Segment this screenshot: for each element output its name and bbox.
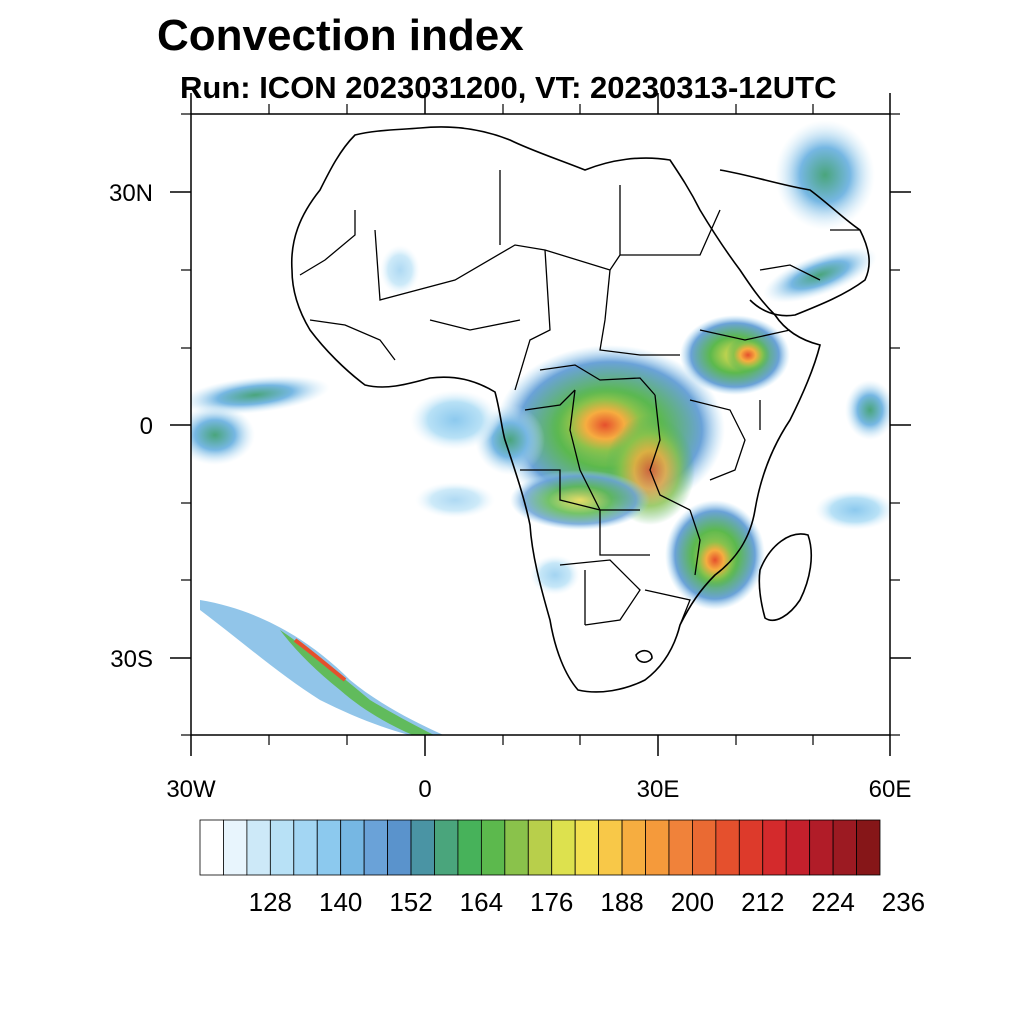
- colorbar-swatch: [410, 819, 435, 876]
- colorbar-swatch: [832, 819, 857, 876]
- chart-subtitle: Run: ICON 2023031200, VT: 20230313-12UTC: [180, 70, 837, 105]
- field-ethiopia-core: [726, 337, 770, 373]
- border-12: [689, 399, 746, 481]
- colorbar-swatch: [738, 819, 764, 876]
- lon-label-0: 0: [418, 776, 431, 803]
- colorbar-swatch: [785, 819, 811, 876]
- country-borders: [299, 170, 860, 626]
- field-namibia-patch: [530, 555, 580, 595]
- border-7: [539, 364, 656, 396]
- border-5: [599, 269, 680, 356]
- coastlines: [290, 126, 870, 693]
- border-20: [309, 319, 396, 361]
- field-gulf-guinea: [410, 390, 500, 450]
- colorbar-swatch: [715, 819, 740, 876]
- colorbar-label: 128: [249, 887, 292, 917]
- border-15: [559, 559, 641, 626]
- colorbar-label: 176: [530, 887, 573, 917]
- field-mozambique-core: [690, 532, 740, 588]
- colorbar-swatch: [316, 819, 342, 876]
- border-8: [524, 389, 576, 411]
- colorbar-swatch: [480, 819, 506, 876]
- colorbar-swatch: [434, 819, 459, 876]
- africa-coastline: [290, 126, 821, 693]
- border-13: [699, 329, 791, 341]
- madagascar-coastline: [758, 533, 813, 622]
- colorbar: 128 140 152 164 176 188 200 212 224 236: [199, 819, 925, 917]
- field-south-atlantic-hot: [293, 638, 347, 682]
- border-10: [520, 469, 650, 556]
- field-sahara-patch: [380, 245, 420, 295]
- colorbar-label: 224: [811, 887, 854, 917]
- lat-ticks: [170, 191, 911, 659]
- colorbar-swatch: [504, 819, 529, 876]
- lat-label-0: 0: [140, 413, 153, 440]
- colorbar-label: 152: [389, 887, 432, 917]
- border-4: [514, 249, 551, 391]
- colorbar-swatch: [551, 819, 576, 876]
- lon-label-60e: 60E: [869, 776, 912, 803]
- colorbar-swatch: [574, 819, 600, 876]
- colorbar-swatch: [246, 819, 271, 876]
- colorbar-label: 200: [671, 887, 714, 917]
- colorbar-swatch: [621, 819, 646, 876]
- colorbar-swatch: [762, 819, 787, 876]
- colorbar-swatch: [457, 819, 482, 876]
- field-angola: [510, 470, 650, 530]
- lat-label-30n: 30N: [109, 180, 153, 207]
- colorbar-label: 164: [460, 887, 503, 917]
- border-2: [374, 185, 621, 301]
- colorbar-swatch: [387, 819, 412, 876]
- colorbar-swatch: [809, 819, 834, 876]
- field-atlantic-band: [191, 375, 330, 415]
- chart-title: Convection index: [157, 11, 524, 60]
- field-madagascar-east: [815, 490, 890, 530]
- colorbar-swatch: [527, 819, 553, 876]
- colorbar-label: 188: [600, 887, 643, 917]
- colorbar-swatch: [223, 819, 248, 876]
- border-1: [299, 210, 356, 276]
- border-19: [429, 319, 521, 331]
- lon-ticks: [190, 93, 891, 756]
- border-22: [759, 264, 821, 281]
- colorbar-swatch: [269, 819, 295, 876]
- lat-minor-ticks: [181, 113, 900, 736]
- field-ocean-patch: [415, 482, 495, 518]
- colorbar-swatch: [363, 819, 388, 876]
- colorbar-label: 236: [882, 887, 925, 917]
- colorbar-swatch: [856, 819, 881, 876]
- field-arabia: [763, 247, 877, 303]
- colorbar-swatch: [199, 819, 224, 876]
- colorbar-label: 140: [319, 887, 362, 917]
- lon-minor-ticks: [268, 104, 814, 745]
- lesotho-border: [635, 649, 653, 663]
- border-6: [620, 209, 721, 256]
- convection-field: [191, 120, 890, 735]
- colorbar-swatch: [668, 819, 693, 876]
- colorbar-label: 212: [741, 887, 784, 917]
- border-17: [644, 589, 691, 626]
- border-18: [689, 509, 701, 576]
- field-atlantic-west: [191, 405, 255, 465]
- lon-label-30w: 30W: [166, 776, 216, 803]
- colorbar-swatch: [293, 819, 318, 876]
- field-gulf: [775, 120, 875, 230]
- colorbar-swatch: [645, 819, 670, 876]
- colorbar-swatch: [692, 819, 717, 876]
- colorbar-swatch: [598, 819, 623, 876]
- field-indian-ocean: [845, 380, 890, 440]
- border-11: [649, 394, 691, 511]
- lon-label-30e: 30E: [637, 776, 680, 803]
- arabia-coastline: [719, 169, 870, 317]
- colorbar-swatch: [340, 819, 365, 876]
- border-9: [569, 389, 640, 511]
- lat-label-30s: 30S: [110, 646, 153, 673]
